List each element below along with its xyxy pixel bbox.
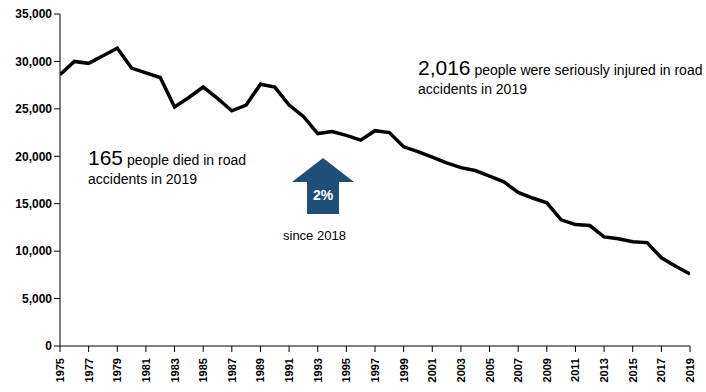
svg-text:2003: 2003 — [455, 358, 467, 382]
svg-text:30,000: 30,000 — [15, 55, 52, 69]
svg-text:1975: 1975 — [54, 358, 66, 382]
svg-text:2%: 2% — [313, 187, 334, 203]
svg-text:1981: 1981 — [140, 358, 152, 382]
svg-text:1983: 1983 — [169, 358, 181, 382]
svg-text:1977: 1977 — [83, 358, 95, 382]
svg-text:10,000: 10,000 — [15, 244, 52, 258]
svg-text:2019: 2019 — [684, 358, 696, 382]
svg-text:2001: 2001 — [426, 358, 438, 382]
svg-text:5,000: 5,000 — [22, 292, 52, 306]
svg-text:35,000: 35,000 — [15, 7, 52, 21]
svg-text:1993: 1993 — [312, 358, 324, 382]
svg-text:2015: 2015 — [627, 358, 639, 382]
html-text:since 2018: since 2018 — [283, 228, 346, 243]
svg-text:20,000: 20,000 — [15, 150, 52, 164]
svg-text:1985: 1985 — [197, 358, 209, 382]
html-text:2,016 people were seriously in: 2,016 people were seriously injured in r… — [418, 56, 703, 97]
svg-text:1979: 1979 — [111, 358, 123, 382]
svg-text:1989: 1989 — [254, 358, 266, 382]
svg-text:1995: 1995 — [340, 358, 352, 382]
svg-text:1999: 1999 — [398, 358, 410, 382]
svg-text:2009: 2009 — [541, 358, 553, 382]
svg-text:2007: 2007 — [512, 358, 524, 382]
svg-text:1997: 1997 — [369, 358, 381, 382]
svg-text:1987: 1987 — [226, 358, 238, 382]
svg-text:2013: 2013 — [598, 358, 610, 382]
svg-text:0: 0 — [45, 339, 52, 353]
svg-text:2005: 2005 — [484, 358, 496, 382]
svg-text:25,000: 25,000 — [15, 102, 52, 116]
svg-text:15,000: 15,000 — [15, 197, 52, 211]
svg-text:1991: 1991 — [283, 358, 295, 382]
svg-text:2017: 2017 — [655, 358, 667, 382]
svg-text:2011: 2011 — [569, 358, 581, 382]
html-text:165 people died in road accide: 165 people died in road accidents in 201… — [88, 146, 246, 187]
